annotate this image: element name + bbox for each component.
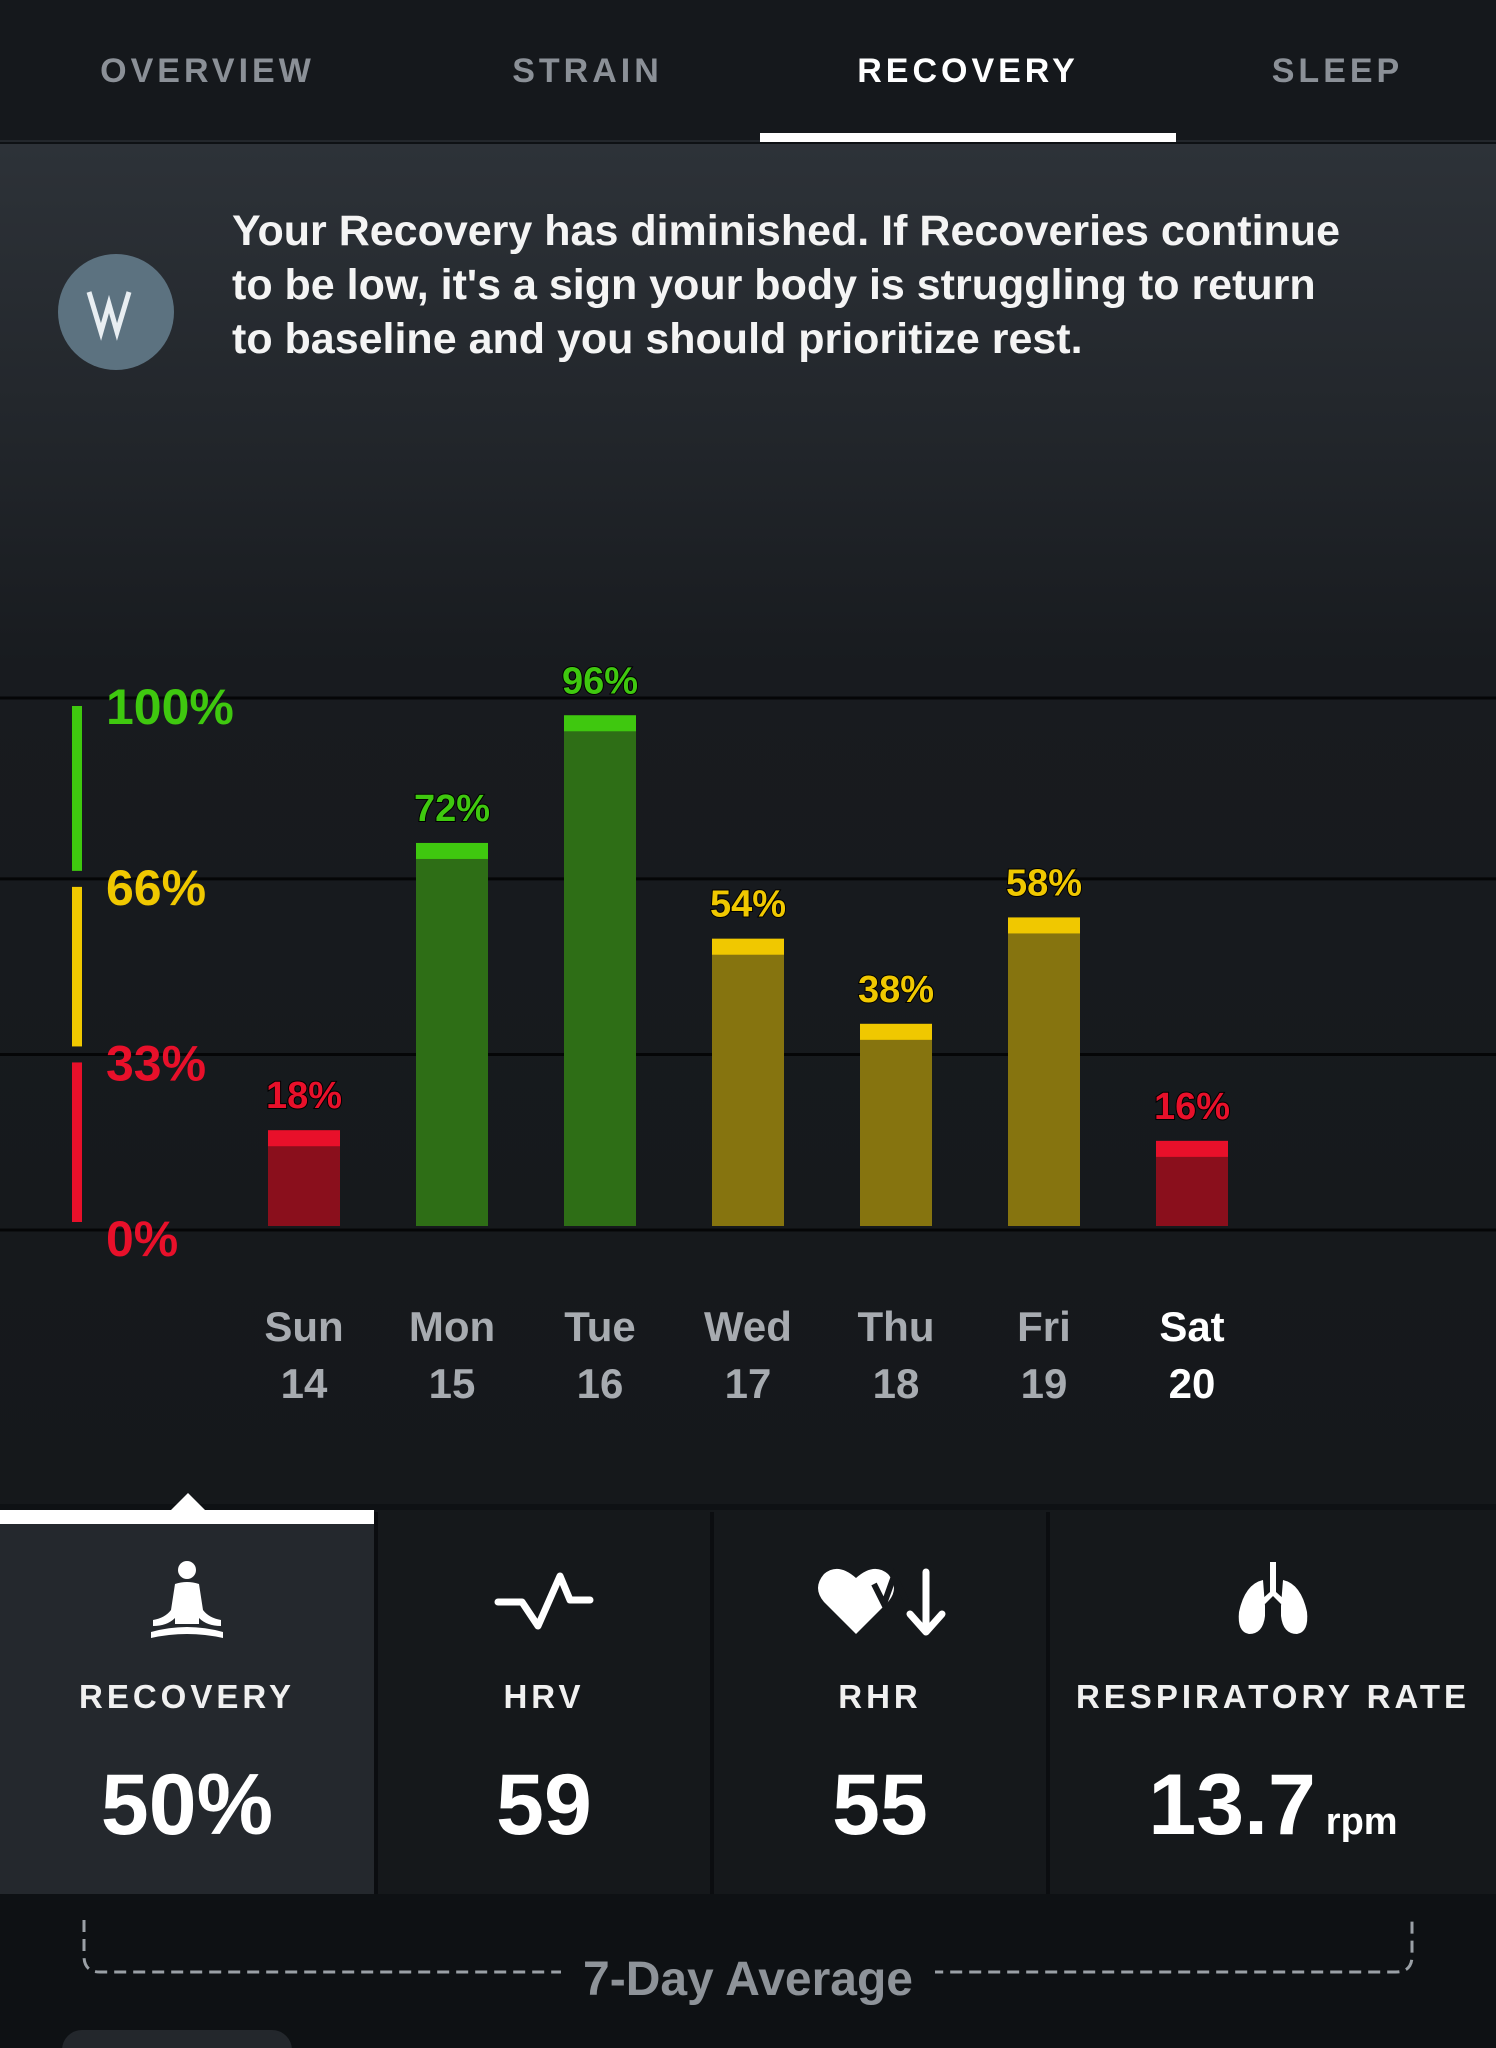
x-tick-day: Fri — [1017, 1303, 1071, 1350]
metric-label: RECOVERY — [79, 1678, 295, 1715]
bar — [1008, 917, 1080, 1226]
insight-panel — [0, 144, 1496, 664]
x-tick-day: Thu — [858, 1303, 935, 1350]
metric-rhr[interactable]: RHR 55 — [714, 1524, 1046, 1894]
bar-cap — [564, 715, 636, 732]
metric-recovery[interactable]: RECOVERY 50% — [0, 1524, 374, 1894]
bar — [564, 715, 636, 1226]
metric-label: RESPIRATORY RATE — [1075, 1678, 1471, 1715]
bar-cap — [712, 938, 784, 955]
meditation-icon — [147, 1552, 227, 1648]
active-tab-indicator — [760, 133, 1176, 142]
metric-respiratory-rate[interactable]: RESPIRATORY RATE 13.7 rpm — [1050, 1524, 1496, 1894]
y-tick-label: 0% — [106, 1211, 178, 1267]
zone-indicator-green — [72, 706, 82, 871]
metric-unit: rpm — [1325, 1801, 1398, 1843]
x-tick-day: Sat — [1159, 1303, 1224, 1350]
y-tick-label: 33% — [106, 1035, 206, 1091]
lungs-icon — [1233, 1552, 1313, 1648]
x-tick-date: 19 — [1021, 1360, 1068, 1407]
x-tick-date: 18 — [873, 1360, 920, 1407]
seven-day-average-label: 7-Day Average — [0, 1952, 1496, 2007]
metric-label: HRV — [503, 1678, 585, 1715]
bar-cap — [860, 1023, 932, 1040]
bar — [416, 842, 488, 1226]
bottom-pill — [62, 2030, 292, 2048]
data-label: 54% — [710, 884, 786, 926]
y-tick-label: 66% — [106, 860, 206, 916]
data-label: 96% — [562, 664, 638, 702]
data-label: 58% — [1006, 862, 1082, 904]
divider — [1046, 1512, 1050, 1894]
hrv-pulse-icon — [494, 1552, 594, 1648]
y-tick-label: 100% — [106, 679, 234, 735]
bar — [860, 1023, 932, 1226]
x-tick-day: Sun — [264, 1303, 343, 1350]
selected-metric-indicator — [0, 1510, 374, 1524]
data-label: 38% — [858, 969, 934, 1011]
x-tick-date: 16 — [577, 1360, 624, 1407]
x-tick-date: 15 — [429, 1360, 476, 1407]
metric-hrv[interactable]: HRV 59 — [378, 1524, 710, 1894]
metric-value: 50% — [100, 1757, 274, 1853]
x-tick-day: Tue — [564, 1303, 636, 1350]
bar-cap — [1156, 1140, 1228, 1157]
metric-label: RHR — [838, 1678, 922, 1715]
tab-sleep[interactable]: SLEEP — [1271, 51, 1404, 90]
divider — [710, 1512, 714, 1894]
zone-indicator-red — [72, 1062, 82, 1222]
heart-down-arrow-icon — [814, 1552, 946, 1648]
data-label: 18% — [266, 1075, 342, 1117]
recovery-bar-chart: 100% 66% 33% 0% 18% Sun 14 72% Mon 15 96% Tue 16 54% W… — [0, 664, 1496, 1407]
bar — [712, 938, 784, 1226]
divider — [374, 1512, 378, 1894]
recovery-chart: 100% 66% 33% 0% 18% Sun 14 72% Mon 15 96% Tue 16 54% W… — [0, 664, 1496, 1504]
insight-message: Your Recovery has diminished. If Recover… — [232, 207, 1340, 363]
metric-value: 59 — [496, 1757, 592, 1853]
metric-value: 55 — [832, 1757, 928, 1853]
whoop-logo-icon — [58, 254, 174, 370]
zone-indicator-yellow — [72, 886, 82, 1047]
data-label: 16% — [1154, 1086, 1230, 1128]
x-tick-date: 17 — [725, 1360, 772, 1407]
tab-strain[interactable]: STRAIN — [512, 51, 663, 90]
tab-bar: OVERVIEW STRAIN RECOVERY SLEEP — [0, 0, 1496, 142]
x-tick-date: 14 — [281, 1360, 328, 1407]
x-tick-day: Wed — [704, 1303, 792, 1350]
tab-overview[interactable]: OVERVIEW — [100, 51, 315, 90]
x-tick-date: 20 — [1169, 1360, 1216, 1407]
tab-recovery[interactable]: RECOVERY — [857, 51, 1079, 90]
bar-cap — [268, 1130, 340, 1147]
bar-cap — [1008, 917, 1080, 934]
metric-value: 13.7 rpm — [1148, 1757, 1398, 1853]
bar-cap — [416, 842, 488, 859]
selected-metric-caret — [170, 1493, 206, 1511]
data-label: 72% — [414, 788, 490, 830]
x-tick-day: Mon — [409, 1303, 495, 1350]
